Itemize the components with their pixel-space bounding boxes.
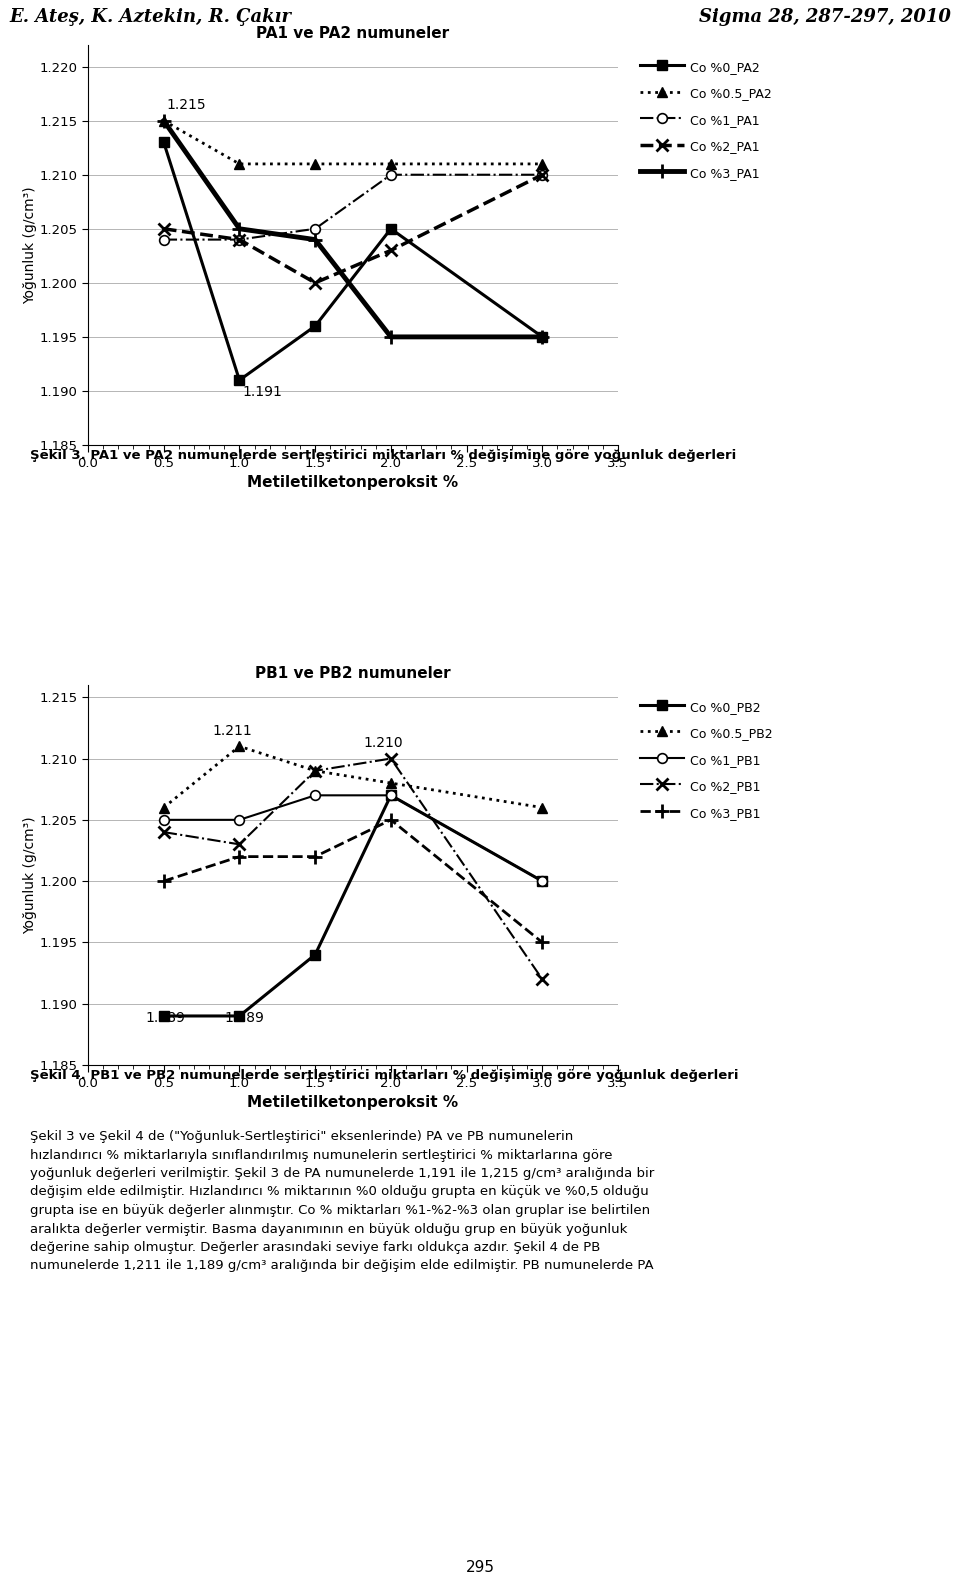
Text: 1.191: 1.191 — [243, 384, 282, 399]
Y-axis label: Yoğunluk (g/cm³): Yoğunluk (g/cm³) — [23, 187, 36, 303]
Co %0_PA2 — [158, 132, 170, 152]
Legend: Co %0_PB2, Co %0.5_PB2, Co %1_PB1, Co %2_PB1, Co %3_PB1: Co %0_PB2, Co %0.5_PB2, Co %1_PB1, Co %2… — [640, 699, 773, 820]
Co %1_PA1 — [309, 219, 321, 238]
Co %2_PA1 — [158, 219, 170, 238]
Co %3_PA1 — [385, 327, 396, 346]
Text: Şekil 3 ve Şekil 4 de ("Yoğunluk-Sertleştirici" eksenlerinde) PA ve PB numuneler: Şekil 3 ve Şekil 4 de ("Yoğunluk-Sertleş… — [30, 1129, 655, 1273]
Co %2_PB1 — [309, 761, 321, 780]
Co %3_PA1 — [233, 219, 245, 238]
Co %3_PB1 — [309, 847, 321, 866]
Co %0.5_PA2 — [233, 155, 245, 174]
Co %3_PA1 — [537, 327, 548, 346]
Co %1_PB1 — [537, 871, 548, 890]
Co %2_PA1 — [537, 166, 548, 185]
Text: 1.210: 1.210 — [364, 735, 403, 750]
Text: 1.211: 1.211 — [212, 724, 252, 738]
Co %2_PA1 — [233, 230, 245, 249]
Co %0_PA2 — [309, 316, 321, 335]
Line: Co %3_PB1: Co %3_PB1 — [156, 813, 549, 949]
Co %3_PB1 — [537, 933, 548, 952]
Text: Şekil 3. PA1 ve PA2 numunelerde sertleştirici miktarları % değişimine göre yoğun: Şekil 3. PA1 ve PA2 numunelerde sertleşt… — [30, 448, 736, 461]
Title: PB1 ve PB2 numuneler: PB1 ve PB2 numuneler — [255, 667, 451, 681]
Co %3_PB1 — [233, 847, 245, 866]
Co %1_PA1 — [158, 230, 170, 249]
Line: Co %1_PB1: Co %1_PB1 — [158, 791, 547, 885]
Co %1_PA1 — [537, 166, 548, 185]
Line: Co %2_PB1: Co %2_PB1 — [158, 753, 548, 984]
Co %1_PB1 — [385, 786, 396, 805]
Line: Co %0_PB2: Co %0_PB2 — [158, 791, 547, 1021]
Co %0.5_PA2 — [385, 155, 396, 174]
Text: Şekil 4. PB1 ve PB2 numunelerde sertleştirici miktarları % değişimine göre yoğun: Şekil 4. PB1 ve PB2 numunelerde sertleşt… — [30, 1069, 738, 1081]
Line: Co %1_PA1: Co %1_PA1 — [158, 171, 547, 244]
Co %0.5_PA2 — [309, 155, 321, 174]
Co %0_PB2 — [385, 786, 396, 805]
Co %0.5_PB2 — [537, 798, 548, 817]
Co %2_PB1 — [537, 970, 548, 989]
X-axis label: Metiletilketonperoksit %: Metiletilketonperoksit % — [248, 475, 459, 490]
Co %1_PB1 — [309, 786, 321, 805]
Line: Co %2_PA1: Co %2_PA1 — [158, 169, 548, 289]
Co %3_PA1 — [309, 230, 321, 249]
Text: 295: 295 — [466, 1560, 494, 1574]
Co %0.5_PB2 — [158, 798, 170, 817]
Co %2_PB1 — [385, 750, 396, 769]
Y-axis label: Yoğunluk (g/cm³): Yoğunluk (g/cm³) — [23, 817, 36, 933]
Co %1_PA1 — [385, 166, 396, 185]
Co %2_PB1 — [158, 823, 170, 842]
Legend: Co %0_PA2, Co %0.5_PA2, Co %1_PA1, Co %2_PA1, Co %3_PA1: Co %0_PA2, Co %0.5_PA2, Co %1_PA1, Co %2… — [640, 59, 772, 180]
Text: 1.215: 1.215 — [167, 97, 206, 112]
Co %1_PB1 — [158, 810, 170, 829]
Line: Co %3_PA1: Co %3_PA1 — [156, 113, 549, 345]
Co %0_PB2 — [537, 871, 548, 890]
Co %0.5_PA2 — [537, 155, 548, 174]
Co %0.5_PB2 — [309, 761, 321, 780]
Text: Sigma 28, 287-297, 2010: Sigma 28, 287-297, 2010 — [699, 8, 950, 27]
Line: Co %0.5_PA2: Co %0.5_PA2 — [158, 116, 547, 169]
Co %1_PB1 — [233, 810, 245, 829]
Co %0_PA2 — [233, 370, 245, 389]
Co %3_PB1 — [385, 810, 396, 829]
Text: 1.189: 1.189 — [146, 1011, 185, 1024]
Co %0.5_PB2 — [233, 737, 245, 756]
Text: E. Ateş, K. Aztekin, R. Çakır: E. Ateş, K. Aztekin, R. Çakır — [10, 8, 292, 27]
Co %0_PB2 — [233, 1006, 245, 1026]
Text: 1.189: 1.189 — [225, 1011, 264, 1024]
Co %0_PB2 — [158, 1006, 170, 1026]
Co %2_PB1 — [233, 834, 245, 853]
Co %2_PA1 — [309, 273, 321, 292]
Co %0_PA2 — [537, 327, 548, 346]
Co %3_PB1 — [158, 871, 170, 890]
Co %0_PA2 — [385, 219, 396, 238]
Line: Co %0.5_PB2: Co %0.5_PB2 — [158, 742, 547, 812]
Co %0.5_PB2 — [385, 774, 396, 793]
Title: PA1 ve PA2 numuneler: PA1 ve PA2 numuneler — [256, 26, 449, 41]
Co %0_PB2 — [309, 946, 321, 965]
Co %3_PA1 — [158, 112, 170, 131]
Co %1_PA1 — [233, 230, 245, 249]
Co %2_PA1 — [385, 241, 396, 260]
Co %0.5_PA2 — [158, 112, 170, 131]
Line: Co %0_PA2: Co %0_PA2 — [158, 137, 547, 384]
X-axis label: Metiletilketonperoksit %: Metiletilketonperoksit % — [248, 1096, 459, 1110]
